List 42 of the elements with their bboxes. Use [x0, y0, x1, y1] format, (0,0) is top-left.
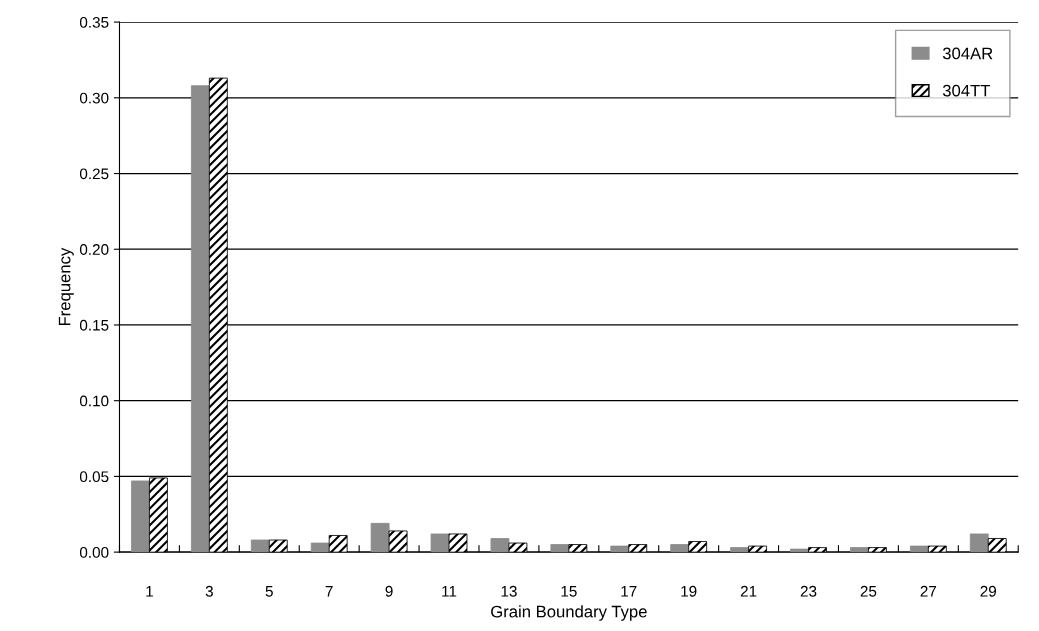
bar	[190, 85, 210, 553]
x-tick-label: 13	[501, 585, 517, 597]
bar	[909, 545, 929, 553]
x-tick-label: 21	[740, 585, 757, 597]
bar	[550, 544, 570, 553]
bar	[850, 547, 869, 553]
y-tick-label: 0.15	[79, 319, 109, 331]
bar	[790, 548, 809, 553]
x-tick-label: 23	[800, 585, 817, 597]
x-tick-label: 7	[325, 586, 333, 597]
x-axis-title: Grain Boundary Type	[491, 605, 647, 621]
x-tick-label: 5	[265, 586, 273, 597]
x-tick-label: 11	[442, 586, 457, 597]
y-tick-label: 0.20	[79, 244, 109, 255]
y-tick-label: 0.05	[79, 471, 109, 483]
bar	[250, 539, 270, 553]
y-tick-label: 0.10	[79, 395, 109, 407]
y-tick-label: 0.25	[79, 168, 109, 180]
x-tick-label: 3	[205, 585, 213, 597]
x-tick-label: 15	[561, 586, 577, 597]
x-tick-label: 1	[146, 586, 153, 597]
x-tick-label: 29	[980, 585, 997, 597]
bar	[490, 538, 510, 553]
bar	[370, 522, 390, 553]
legend-label: 304TT	[942, 84, 991, 97]
x-tick-label: 9	[385, 585, 393, 597]
bar	[310, 542, 330, 553]
x-tick-label: 25	[860, 585, 877, 597]
bar	[131, 480, 150, 553]
bar	[610, 545, 630, 553]
bar	[670, 544, 690, 553]
bar	[430, 533, 450, 553]
bar	[969, 533, 989, 553]
bar	[730, 547, 750, 553]
y-tick-label: 0.00	[79, 546, 109, 558]
y-axis-title: Frequency	[58, 247, 74, 326]
x-tick-label: 19	[681, 585, 697, 597]
x-tick-label: 27	[920, 585, 937, 597]
y-tick-label: 0.35	[79, 16, 109, 28]
x-tick-label: 17	[621, 586, 637, 597]
legend-label: 304AR	[942, 47, 993, 60]
y-tick-label: 0.30	[79, 92, 109, 104]
